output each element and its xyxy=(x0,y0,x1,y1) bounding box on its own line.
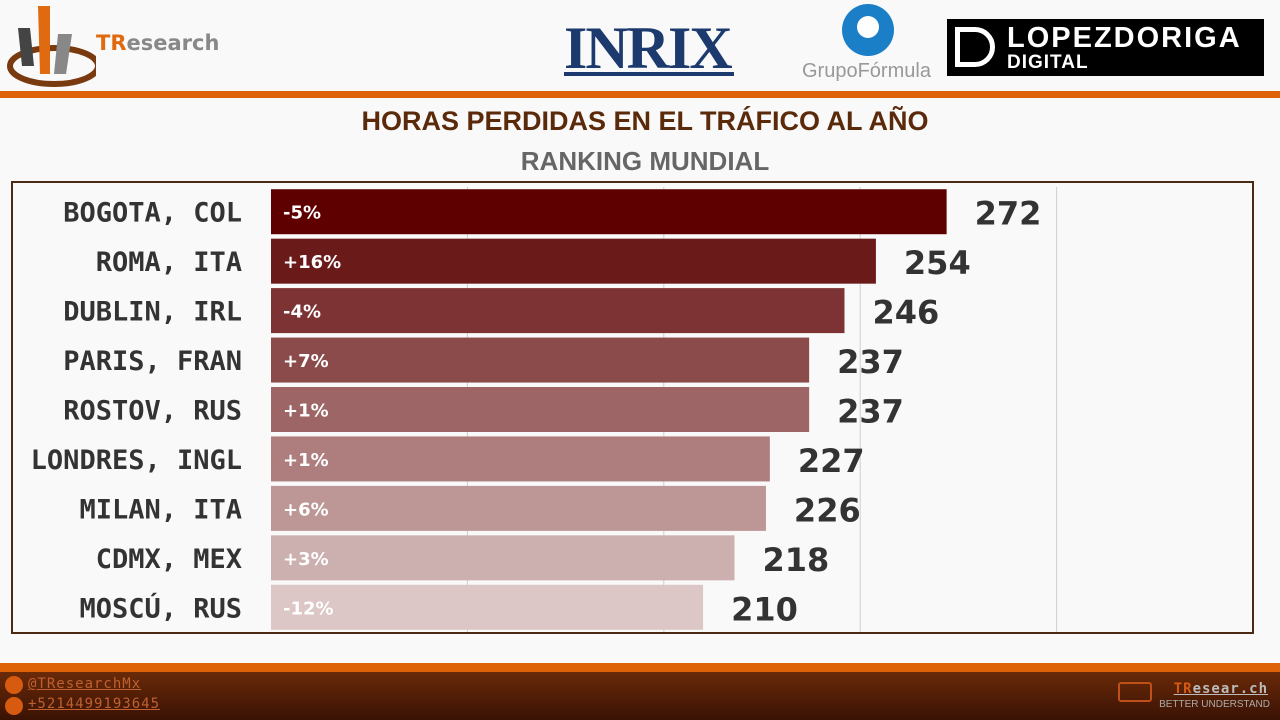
value-label: 272 xyxy=(975,195,1042,233)
bar xyxy=(271,387,810,432)
value-label: 210 xyxy=(731,590,798,628)
change-label: -4% xyxy=(283,302,321,323)
lopezdoriga-mark-icon xyxy=(955,27,995,67)
bar xyxy=(271,288,845,334)
inrix-logo: INRIX xyxy=(564,18,734,78)
value-label: 237 xyxy=(837,393,904,431)
lopezdoriga-logo: LOPEZDORIGA DIGITAL xyxy=(947,19,1264,76)
phone-link[interactable]: +5214499193645 xyxy=(28,696,161,712)
bar xyxy=(271,238,876,284)
value-label: 227 xyxy=(798,442,865,480)
bar xyxy=(271,485,766,531)
bar xyxy=(271,584,704,630)
www-search-icon xyxy=(1118,682,1152,702)
footer: @TResearchMx +5214499193645 TResear.ch B… xyxy=(0,663,1280,720)
chart-title: HORAS PERDIDAS EN EL TRÁFICO AL AÑO xyxy=(361,106,929,136)
change-label: +6% xyxy=(283,499,329,520)
category-label: MOSCÚ, RUS xyxy=(79,592,242,624)
twitter-link[interactable]: @TResearchMx xyxy=(28,676,142,692)
brand-prefix: TR xyxy=(96,31,127,55)
grupo-formula-logo-icon xyxy=(842,4,894,56)
value-label: 226 xyxy=(794,491,861,529)
twitter-icon xyxy=(5,676,23,694)
change-label: -5% xyxy=(283,203,321,224)
change-label: -12% xyxy=(283,598,334,619)
lopezdoriga-text: LOPEZDORIGA xyxy=(1007,22,1242,54)
value-label: 254 xyxy=(904,244,971,282)
category-label: BOGOTA, COL xyxy=(63,198,242,229)
tagline: BETTER UNDERSTAND xyxy=(1159,699,1270,710)
category-label: PARIS, FRAN xyxy=(63,346,242,377)
tresearch-brand: TResearch xyxy=(96,31,219,55)
category-label: CDMX, MEX xyxy=(96,544,242,575)
category-label: ROSTOV, RUS xyxy=(63,396,242,427)
bar xyxy=(271,337,810,383)
tresearch-logo xyxy=(6,4,101,88)
value-label: 218 xyxy=(763,541,830,579)
phone-icon xyxy=(5,697,23,715)
header-divider xyxy=(0,91,1280,98)
category-label: ROMA, ITA xyxy=(96,247,242,278)
lopezdoriga-sub: DIGITAL xyxy=(1007,52,1089,73)
change-label: +3% xyxy=(283,549,329,570)
bar xyxy=(271,436,770,482)
chart-subtitle: RANKING MUNDIAL xyxy=(520,146,770,176)
grupo-formula-logo: GrupoFórmula xyxy=(802,60,931,82)
bar xyxy=(271,189,947,235)
brand-suffix: esearch xyxy=(126,31,220,55)
change-label: +7% xyxy=(283,351,329,372)
chart-frame xyxy=(11,181,1254,634)
bar xyxy=(271,535,735,581)
change-label: +1% xyxy=(283,401,329,422)
change-label: +1% xyxy=(283,450,329,471)
value-label: 237 xyxy=(837,343,904,381)
value-label: 246 xyxy=(872,294,939,332)
site-prefix: TR xyxy=(1173,681,1193,697)
category-label: DUBLIN, IRL xyxy=(63,297,242,328)
tresearch-logo-icon xyxy=(7,6,101,87)
category-label: MILAN, ITA xyxy=(79,494,242,525)
site-suffix: esear.ch xyxy=(1192,681,1268,697)
change-label: +16% xyxy=(283,252,341,273)
category-label: LONDRES, INGL xyxy=(31,445,242,476)
website-link[interactable]: TResear.ch xyxy=(1174,681,1268,697)
